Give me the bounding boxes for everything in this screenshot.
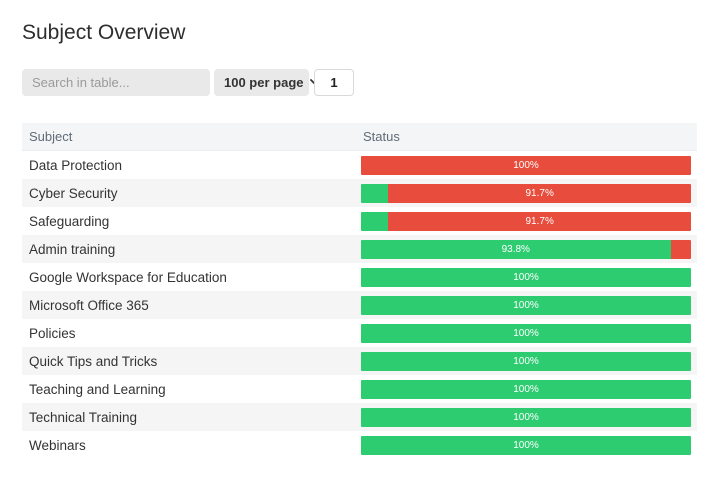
subject-cell: Microsoft Office 365 [29, 297, 149, 313]
progress-segment-incomplete: 100% [361, 155, 691, 175]
search-input[interactable] [22, 69, 210, 96]
progress-segment-incomplete [670, 239, 691, 259]
subject-cell: Teaching and Learning [29, 381, 166, 397]
progress-bar: 93.8% [361, 239, 691, 259]
progress-segment-complete: 100% [361, 435, 691, 455]
subject-cell: Quick Tips and Tricks [29, 353, 158, 369]
progress-bar: 100% [361, 351, 691, 371]
table-row: Cyber Security 91.7% [22, 179, 697, 207]
progress-bar: 91.7% [361, 211, 691, 231]
table-row: Safeguarding 91.7% [22, 207, 697, 235]
progress-segment-complete: 100% [361, 351, 691, 371]
subject-cell: Admin training [29, 241, 116, 257]
subject-cell: Google Workspace for Education [29, 269, 227, 285]
status-cell: 100% [361, 351, 697, 371]
progress-segment-complete [361, 183, 389, 203]
table-row: Data Protection 100% [22, 151, 697, 179]
subject-cell: Policies [29, 325, 76, 341]
subject-status-table: Subject Status Data Protection 100% Cybe… [22, 123, 697, 459]
table-row: Technical Training 100% [22, 403, 697, 431]
table-row: Webinars 100% [22, 431, 697, 459]
status-cell: 100% [361, 295, 697, 315]
page-title: Subject Overview [22, 21, 186, 44]
progress-segment-incomplete: 91.7% [388, 211, 691, 231]
subject-overview-page: Subject Overview 100 per page 1 Subject … [22, 21, 697, 459]
table-row: Policies 100% [22, 319, 697, 347]
progress-segment-complete [361, 211, 389, 231]
table-header: Subject Status [22, 123, 697, 151]
status-cell: 100% [361, 267, 697, 287]
subject-cell: Safeguarding [29, 213, 110, 229]
progress-segment-complete: 100% [361, 267, 691, 287]
table-row: Quick Tips and Tricks 100% [22, 347, 697, 375]
progress-segment-complete: 100% [361, 379, 691, 399]
page-number: 1 [330, 75, 338, 90]
per-page-select[interactable]: 100 per page [214, 69, 321, 96]
table-row: Teaching and Learning 100% [22, 375, 697, 403]
status-cell: 91.7% [361, 211, 697, 231]
progress-bar: 100% [361, 155, 691, 175]
progress-segment-complete: 93.8% [361, 239, 671, 259]
status-cell: 93.8% [361, 239, 697, 259]
table-row: Admin training 93.8% [22, 235, 697, 263]
table-row: Microsoft Office 365 100% [22, 291, 697, 319]
status-cell: 100% [361, 435, 697, 455]
column-header-status[interactable]: Status [363, 129, 400, 144]
subject-cell: Technical Training [29, 409, 138, 425]
subject-cell: Data Protection [29, 157, 123, 173]
table-controls: 100 per page 1 [22, 69, 697, 96]
progress-bar: 100% [361, 267, 691, 287]
progress-bar: 91.7% [361, 183, 691, 203]
status-cell: 100% [361, 155, 697, 175]
progress-segment-incomplete: 91.7% [388, 183, 691, 203]
status-cell: 100% [361, 379, 697, 399]
status-cell: 100% [361, 323, 697, 343]
progress-bar: 100% [361, 407, 691, 427]
per-page-value: 100 per page [224, 75, 304, 90]
progress-bar: 100% [361, 295, 691, 315]
subject-cell: Webinars [29, 437, 86, 453]
status-cell: 100% [361, 407, 697, 427]
progress-segment-complete: 100% [361, 295, 691, 315]
status-cell: 91.7% [361, 183, 697, 203]
column-header-subject[interactable]: Subject [29, 129, 73, 144]
progress-bar: 100% [361, 379, 691, 399]
table-row: Google Workspace for Education 100% [22, 263, 697, 291]
page-number-button[interactable]: 1 [314, 69, 354, 96]
progress-bar: 100% [361, 323, 691, 343]
progress-bar: 100% [361, 435, 691, 455]
progress-segment-complete: 100% [361, 407, 691, 427]
progress-segment-complete: 100% [361, 323, 691, 343]
subject-cell: Cyber Security [29, 185, 118, 201]
table-body: Data Protection 100% Cyber Security 91.7… [22, 151, 697, 459]
